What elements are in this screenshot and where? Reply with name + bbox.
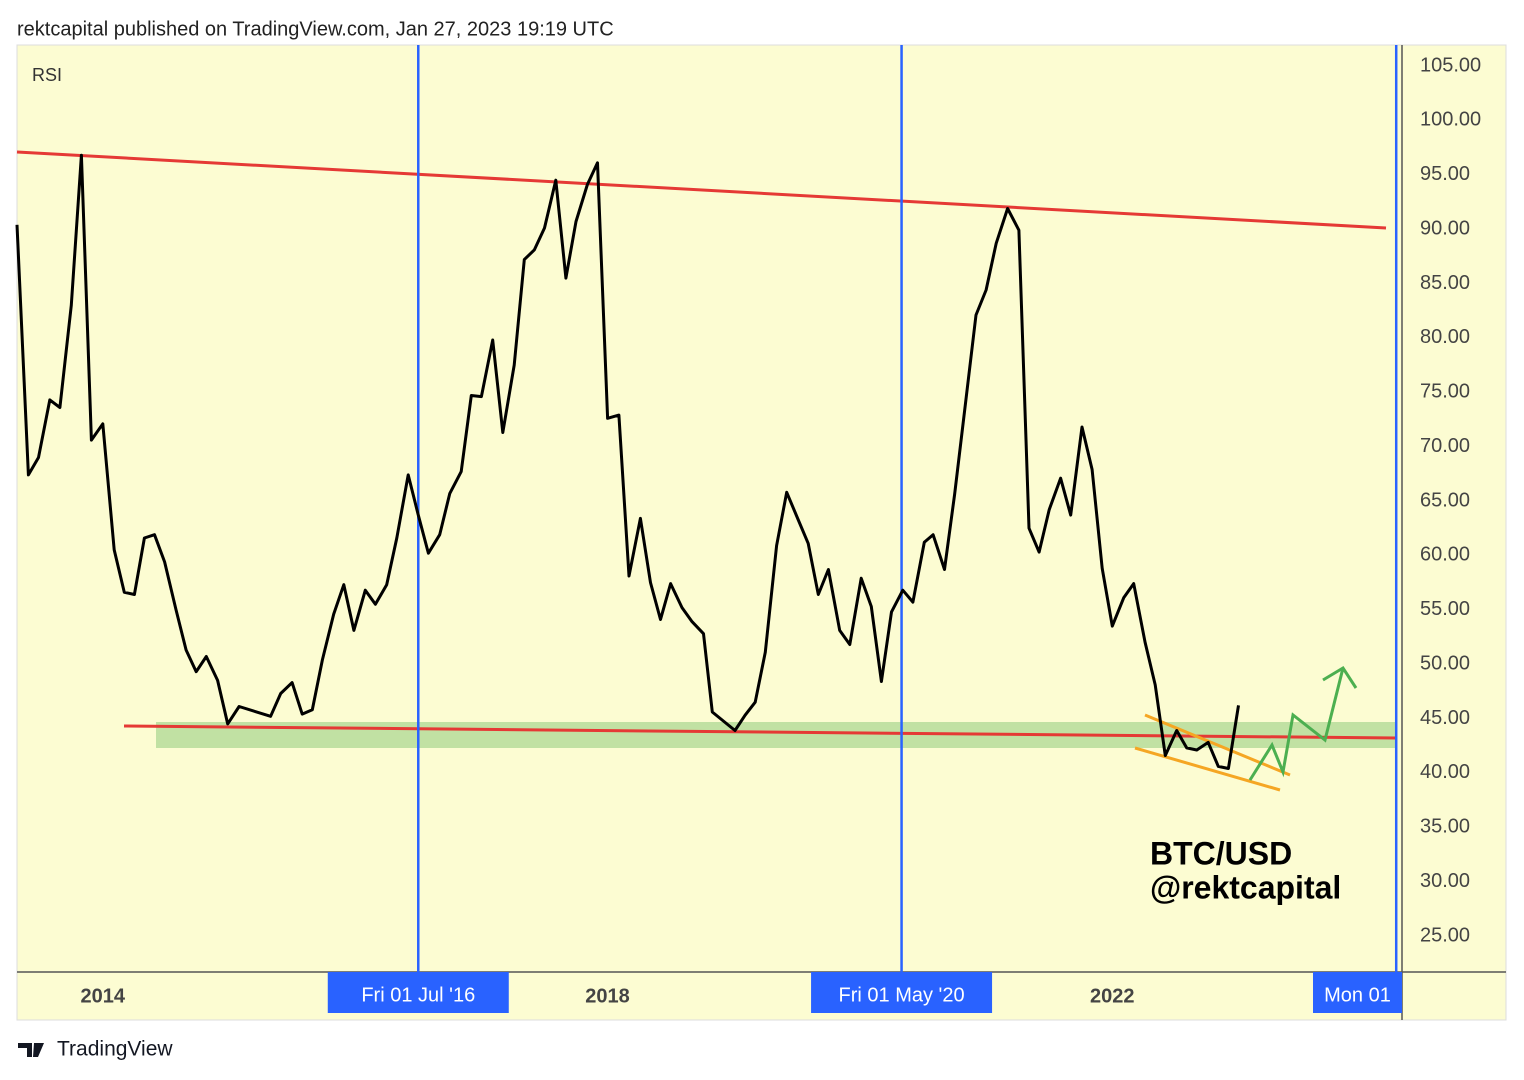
y-tick-label: 65.00 [1420, 489, 1470, 511]
x-tick-label: 2014 [81, 985, 126, 1007]
y-tick-label: 90.00 [1420, 217, 1470, 239]
rsi-line [15, 153, 1240, 770]
y-tick-label: 45.00 [1420, 707, 1470, 729]
y-tick-label: 85.00 [1420, 272, 1470, 294]
y-tick-label: 75.00 [1420, 381, 1470, 403]
footer-logo: TradingView [57, 1038, 173, 1061]
y-tick-label: 25.00 [1420, 924, 1470, 946]
y-tick-label: 95.00 [1420, 163, 1470, 185]
y-tick-label: 70.00 [1420, 435, 1470, 457]
x-tick-label: 2022 [1090, 985, 1135, 1007]
y-tick-label: 100.00 [1420, 109, 1481, 131]
header: rektcapital published on TradingView.com… [17, 18, 614, 40]
y-tick-label: 55.00 [1420, 598, 1470, 620]
highlight-label: Mon 01 [1324, 984, 1391, 1006]
projection-arrow [1248, 667, 1345, 781]
highlight-label: Fri 01 Jul '16 [361, 984, 475, 1006]
highlight-label: Fri 01 May '20 [839, 984, 965, 1006]
y-tick-label: 60.00 [1420, 544, 1470, 566]
highlight-label-bg [1313, 972, 1402, 1013]
drawings [16, 150, 1397, 792]
y-tick-label: 40.00 [1420, 761, 1470, 783]
annotation: @rektcapital [1150, 869, 1341, 905]
highlight-label-bg [811, 972, 993, 1013]
channel-line [1144, 713, 1291, 777]
x-tick-label: 2018 [585, 985, 630, 1007]
y-tick-label: 35.00 [1420, 816, 1470, 838]
y-tick-label: 50.00 [1420, 652, 1470, 674]
logo-icon [18, 1043, 44, 1057]
series-label: RSI [32, 65, 62, 85]
y-tick-label: 30.00 [1420, 870, 1470, 892]
support-trendline [123, 724, 1397, 740]
y-tick-label: 105.00 [1420, 54, 1481, 76]
highlight-label-bg [327, 972, 509, 1013]
y-tick-label: 80.00 [1420, 326, 1470, 348]
resistance-trendline [16, 150, 1387, 230]
plot-background [16, 44, 1507, 1021]
annotation: BTC/USD [1150, 835, 1292, 871]
arrow-head [1322, 665, 1358, 689]
channel-line [1134, 746, 1281, 792]
